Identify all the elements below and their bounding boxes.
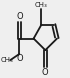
Text: CH₃: CH₃ <box>0 57 13 63</box>
Text: O: O <box>16 12 23 21</box>
Text: O: O <box>42 68 49 77</box>
Text: CH₃: CH₃ <box>35 2 48 8</box>
Text: O: O <box>16 54 23 63</box>
